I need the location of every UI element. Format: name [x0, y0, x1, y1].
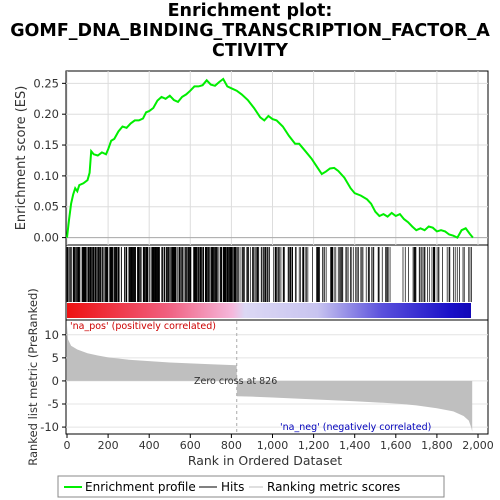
es-panel [65, 70, 489, 246]
es-y-ticks: 0.00 0.05 0.10 0.15 0.20 0.25 [33, 76, 66, 245]
enrichment-profile-line [66, 77, 474, 239]
x-tick-label: 1,000 [257, 439, 289, 452]
x-tick-label: 600 [180, 439, 201, 452]
es-tick-label: 0.05 [33, 200, 59, 214]
hit-marks [66, 247, 472, 302]
title-line-1: Enrichment plot: [167, 1, 333, 21]
x-axis-label: Rank in Ordered Dataset [188, 453, 342, 468]
title-line-2: GOMF_DNA_BINDING_TRANSCRIPTION_FACTOR_A [10, 21, 490, 41]
es-tick-label: 0.10 [33, 169, 59, 183]
x-tick-label: 200 [98, 439, 119, 452]
x-tick-label: 1,800 [421, 439, 453, 452]
metric-tick-label: -10 [40, 420, 59, 434]
metric-tick-label: 0 [52, 374, 59, 388]
ranking-metric-area [67, 325, 473, 432]
x-tick-label: 400 [139, 439, 160, 452]
pos-label: 'na_pos' (positively correlated) [70, 321, 216, 332]
zero-cross-label: Zero cross at 826 [194, 376, 277, 387]
x-tick-label: 0 [64, 439, 71, 452]
metric-tick-label: -5 [48, 397, 59, 411]
metric-y-axis-label: Ranked list metric (PreRanked) [26, 288, 40, 466]
x-tick-label: 800 [221, 439, 242, 452]
x-tick-label: 1,200 [298, 439, 330, 452]
es-tick-label: 0.15 [33, 138, 59, 152]
rank-color-bar [67, 303, 471, 318]
legend-label-hits: Hits [221, 480, 244, 494]
legend-label-metric: Ranking metric scores [267, 480, 400, 494]
legend-label-profile: Enrichment profile [85, 480, 196, 494]
metric-tick-label: 10 [44, 328, 59, 342]
x-ticks: 0 200 400 600 800 1,000 1,200 1,400 1,600 1,800 2,… [64, 434, 494, 452]
neg-label: 'na_neg' (negatively correlated) [280, 422, 431, 433]
metric-y-ticks: 10 5 0 -5 -10 [40, 328, 66, 434]
title-line-3: CTIVITY [212, 41, 288, 61]
es-tick-label: 0.20 [33, 107, 59, 121]
x-tick-label: 1,400 [339, 439, 371, 452]
es-y-axis-label: Enrichment score (ES) [14, 86, 29, 231]
es-tick-label: 0.00 [33, 231, 59, 245]
page-title: Enrichment plot: GOMF_DNA_BINDING_TRANSC… [0, 1, 500, 61]
es-tick-label: 0.25 [33, 76, 59, 90]
x-tick-label: 2,000 [462, 439, 494, 452]
metric-tick-label: 5 [52, 351, 59, 365]
x-tick-label: 1,600 [380, 439, 412, 452]
